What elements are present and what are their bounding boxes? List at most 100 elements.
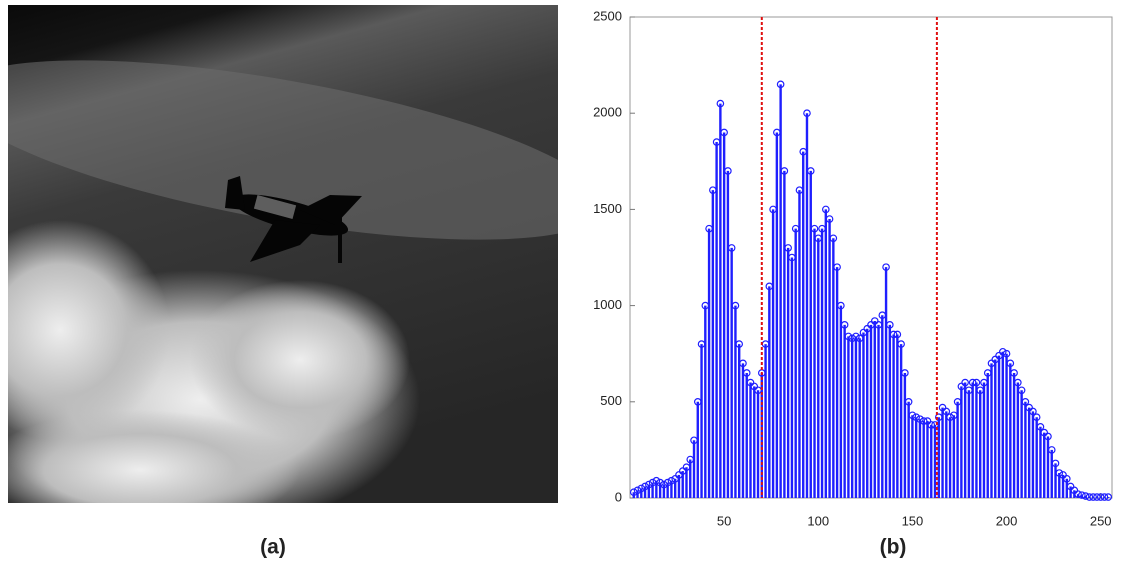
stem-marker [645, 480, 653, 489]
stem-marker [739, 359, 747, 368]
stem-marker [968, 378, 977, 387]
stem-marker [697, 340, 706, 348]
stem-marker [746, 378, 755, 387]
y-tick-label: 0 [615, 489, 622, 504]
stem-marker [742, 369, 751, 377]
stem-marker [656, 478, 664, 487]
stem-marker [946, 413, 954, 421]
stem-marker [961, 378, 969, 387]
stem-marker [870, 317, 879, 325]
stem-marker [652, 476, 661, 485]
x-tick-label: 200 [996, 513, 1018, 528]
y-tick-label: 1000 [593, 297, 622, 312]
stem-marker [916, 415, 924, 423]
stem-marker [983, 369, 992, 377]
stem-marker [799, 147, 808, 156]
stem-marker [1066, 482, 1075, 491]
stem-marker [822, 205, 830, 214]
stem-marker [731, 301, 740, 310]
stem-marker [667, 476, 676, 485]
stem-marker [1029, 407, 1037, 416]
stem-marker [1078, 491, 1086, 499]
stem-marker [852, 332, 860, 341]
stem-marker [1006, 359, 1015, 368]
stem-marker [637, 484, 646, 493]
stem-marker [784, 244, 792, 252]
stem-marker [878, 311, 887, 320]
stem-marker [1063, 474, 1071, 483]
stem-marker [931, 421, 939, 429]
stem-marker [1104, 493, 1113, 501]
stem-marker [919, 417, 928, 425]
stem-marker [1089, 493, 1097, 501]
stem-marker [897, 340, 905, 348]
y-tick-label: 1500 [593, 201, 622, 216]
stem-marker [629, 488, 638, 497]
stem-marker [972, 378, 981, 387]
stem-marker [678, 467, 687, 475]
stem-marker [991, 355, 1000, 364]
stem-marker [987, 359, 996, 368]
stem-marker [682, 463, 691, 472]
stem-marker [735, 340, 744, 348]
stem-marker [833, 263, 841, 271]
stem-marker [806, 167, 815, 175]
stem-marker [923, 417, 932, 425]
stem-marker [1002, 349, 1011, 358]
stem-marker [1044, 432, 1052, 441]
stem-marker [716, 99, 725, 108]
stem-marker [663, 478, 672, 487]
stem-marker [976, 386, 985, 395]
stem-marker [886, 321, 894, 329]
image-caption: (a) [260, 536, 286, 559]
stem-marker [1051, 459, 1060, 468]
stem-marker [720, 128, 728, 137]
stem-marker [769, 205, 777, 214]
x-tick-label: 150 [902, 513, 924, 528]
stem-marker [1096, 493, 1105, 501]
stem-marker [701, 301, 710, 310]
stem-marker [950, 411, 958, 420]
stem-marker [648, 478, 657, 487]
stem-marker [690, 436, 698, 445]
stem-marker [927, 421, 936, 429]
stem-marker [705, 224, 713, 233]
stem-marker [633, 486, 642, 495]
stem-marker [882, 263, 890, 271]
stem-marker [709, 186, 717, 194]
stem-marker [893, 330, 902, 339]
x-tick-label: 250 [1090, 513, 1112, 528]
stem-marker [934, 413, 943, 421]
stem-marker [1085, 493, 1094, 501]
stem-marker [837, 301, 845, 310]
stem-marker [1074, 490, 1082, 498]
stem-marker [889, 330, 898, 339]
stem-marker [938, 403, 947, 412]
stem-marker [1014, 378, 1022, 387]
stem-marker [901, 369, 909, 377]
stem-marker [1093, 493, 1101, 501]
stem-marker [1059, 471, 1067, 479]
stem-marker [995, 351, 1003, 360]
stem-marker [825, 215, 834, 223]
stem-marker [848, 334, 856, 343]
stem-marker [904, 397, 913, 406]
stem-marker [1010, 369, 1018, 377]
stem-marker [754, 386, 762, 395]
stem-marker [727, 244, 736, 252]
stem-marker [693, 397, 702, 406]
stem-marker [1036, 423, 1045, 431]
y-tick-label: 2500 [593, 8, 622, 23]
stem-marker [1100, 493, 1109, 501]
stem-marker [750, 382, 759, 391]
stem-marker [1025, 403, 1033, 412]
x-tick-label: 100 [807, 513, 829, 528]
stem-marker [1021, 397, 1030, 406]
stem-marker [1055, 469, 1064, 477]
stem-marker [1047, 446, 1056, 454]
stem-marker [660, 480, 668, 489]
stem-marker [795, 186, 804, 194]
stem-marker [863, 324, 872, 333]
stem-marker [953, 397, 962, 406]
